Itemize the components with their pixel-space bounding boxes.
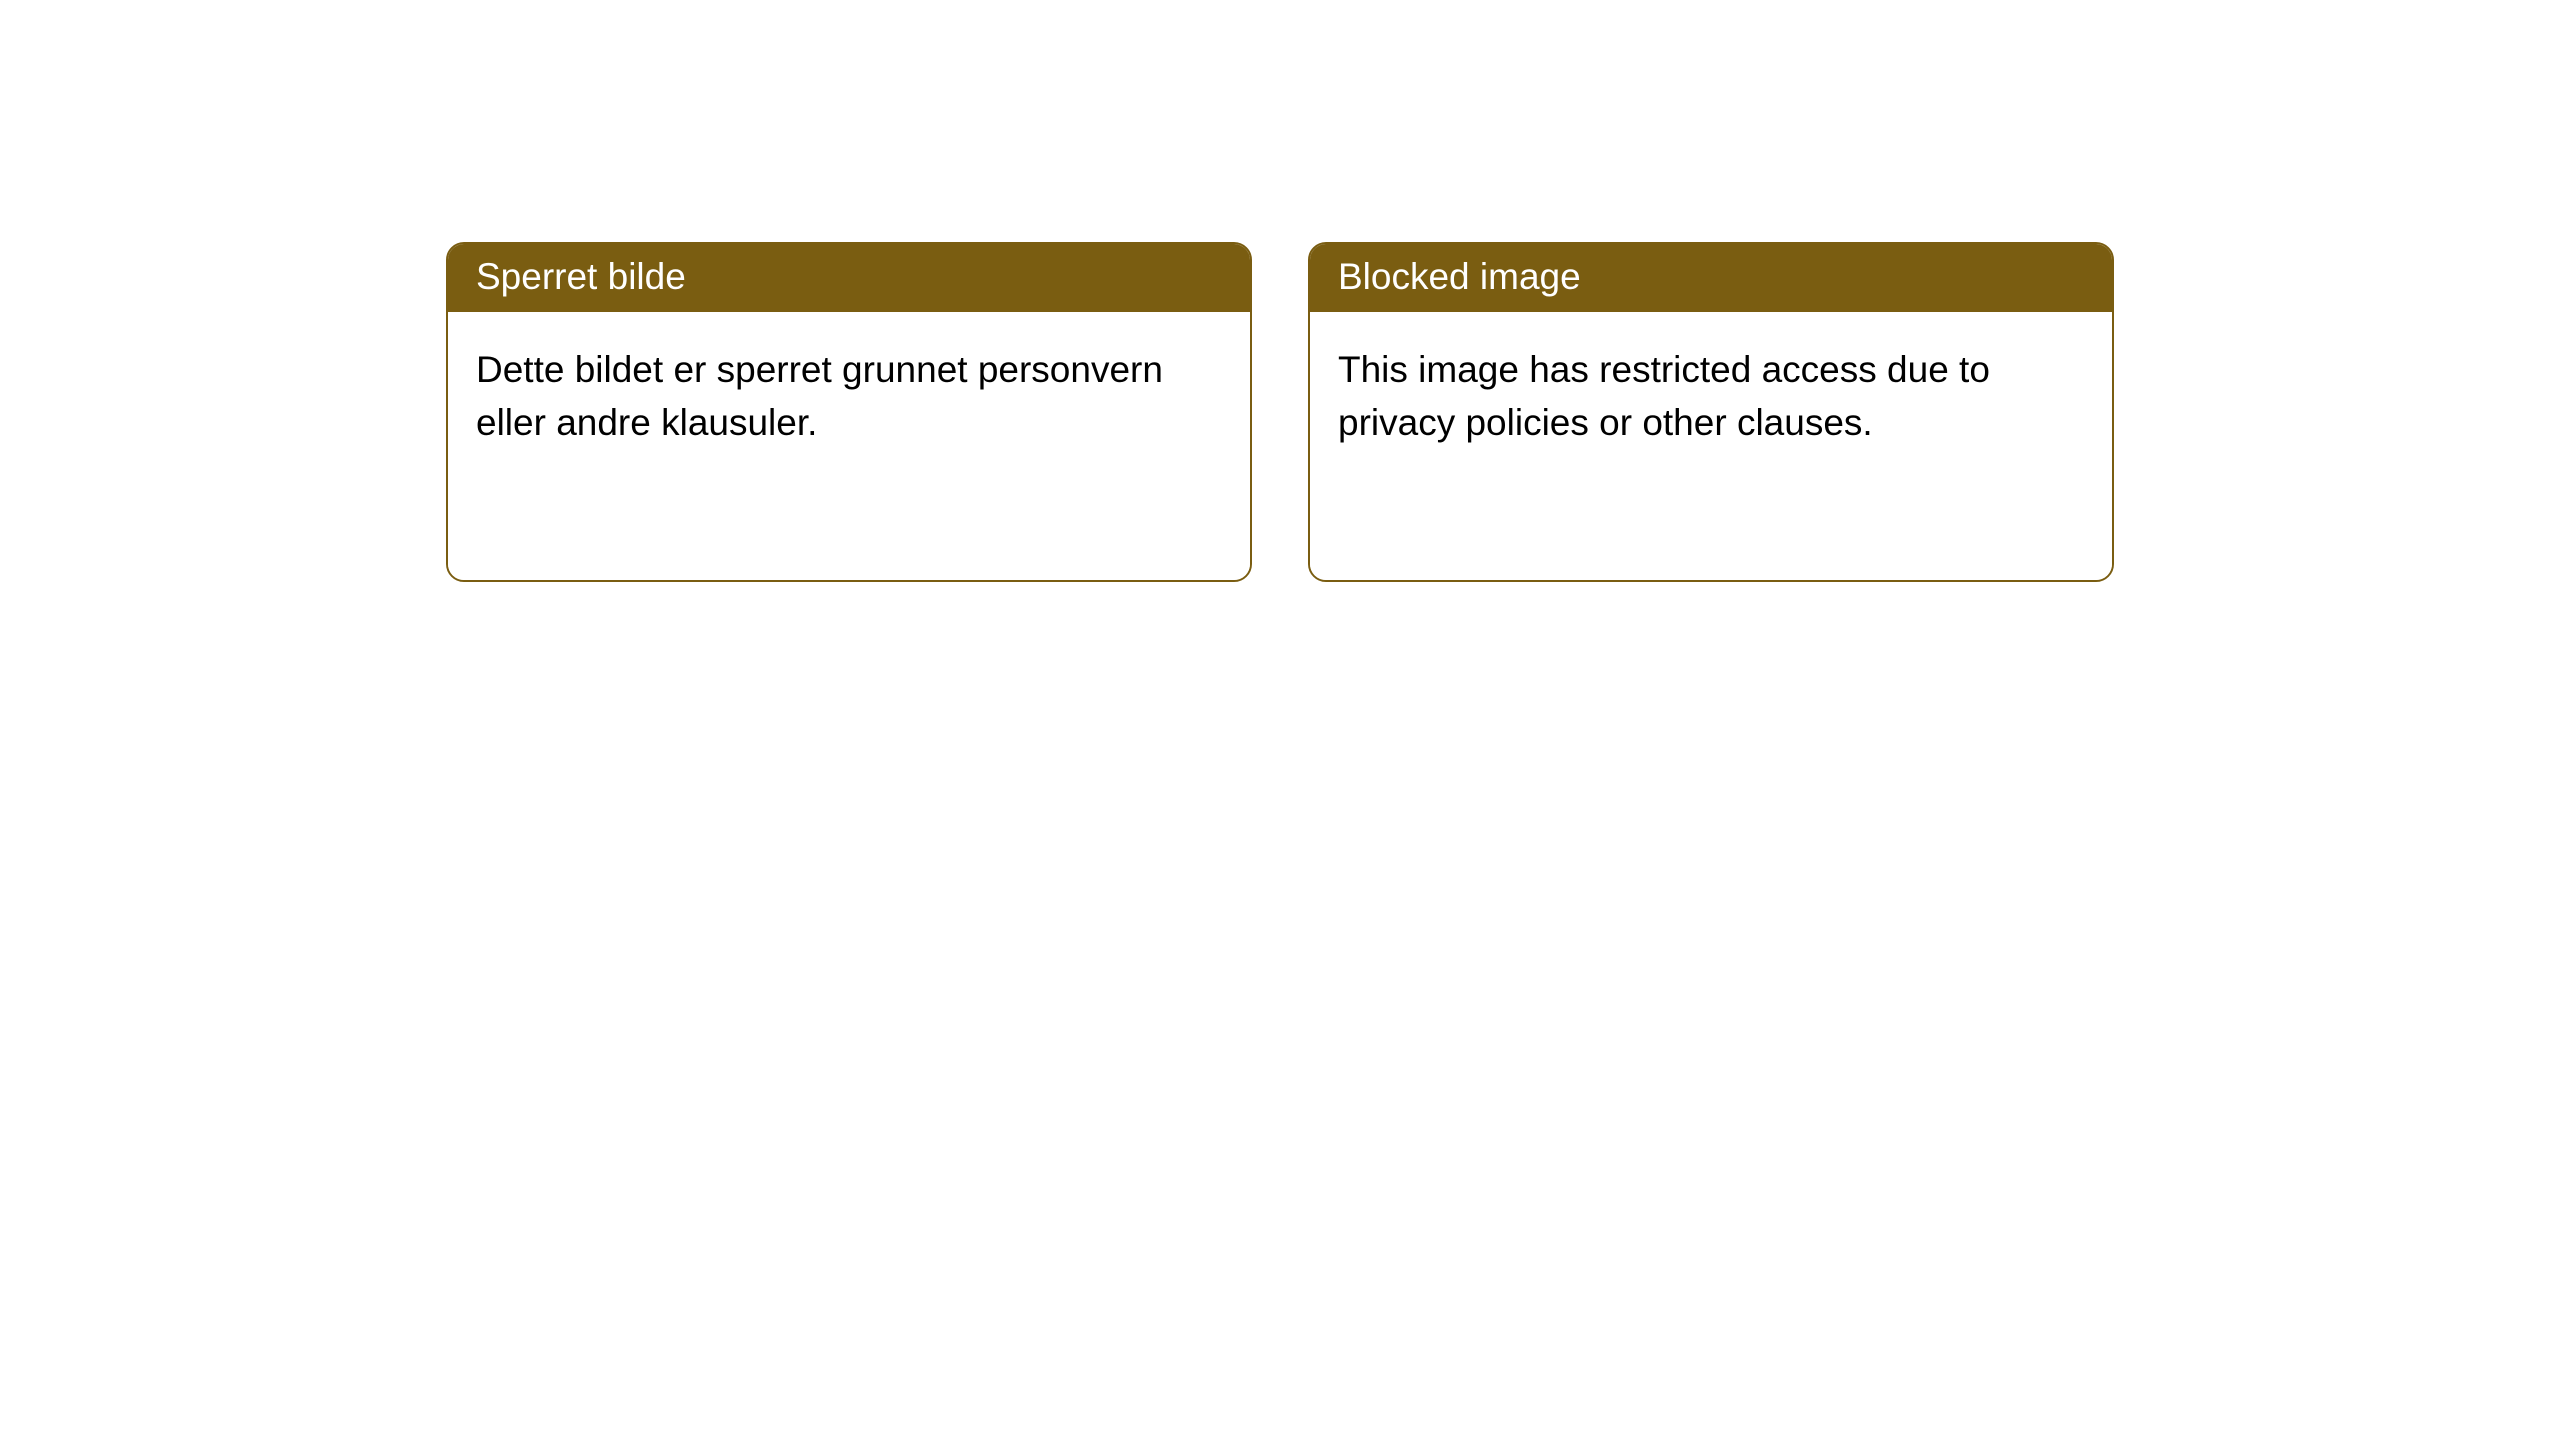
notice-body-norwegian: Dette bildet er sperret grunnet personve… — [448, 312, 1250, 580]
notice-card-english: Blocked image This image has restricted … — [1308, 242, 2114, 582]
notice-header-norwegian: Sperret bilde — [448, 244, 1250, 312]
notice-card-norwegian: Sperret bilde Dette bildet er sperret gr… — [446, 242, 1252, 582]
notice-container: Sperret bilde Dette bildet er sperret gr… — [446, 242, 2560, 582]
notice-header-english: Blocked image — [1310, 244, 2112, 312]
notice-body-english: This image has restricted access due to … — [1310, 312, 2112, 580]
